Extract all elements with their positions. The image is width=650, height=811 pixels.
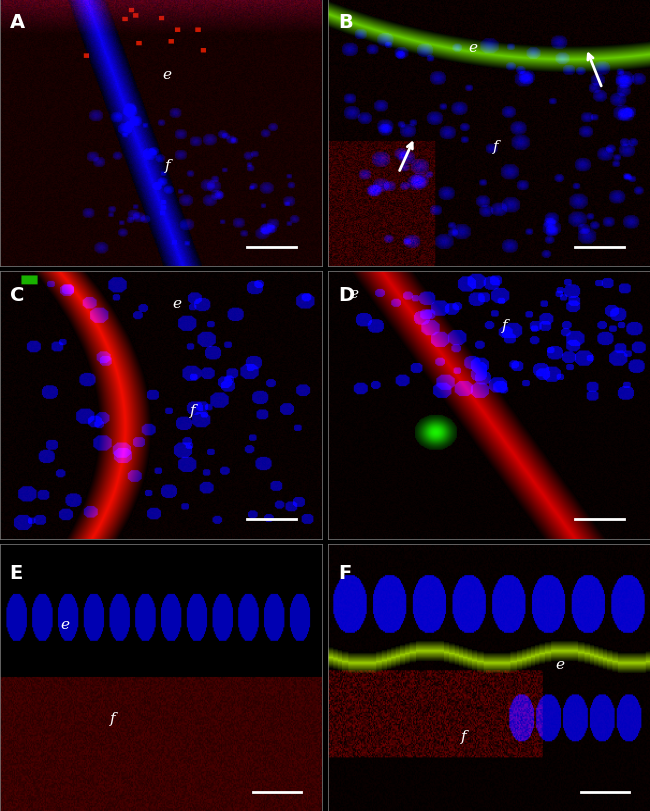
Text: B: B	[338, 13, 352, 32]
Text: E: E	[10, 563, 23, 581]
Text: f: f	[493, 139, 499, 154]
Text: f: f	[190, 404, 196, 418]
Text: f: f	[110, 710, 116, 724]
Text: F: F	[338, 563, 351, 581]
Text: e: e	[60, 617, 69, 631]
Text: e: e	[172, 297, 181, 311]
Text: e: e	[350, 286, 358, 300]
Text: e: e	[555, 657, 564, 672]
Text: A: A	[10, 13, 25, 32]
Text: e: e	[469, 41, 478, 55]
Text: D: D	[338, 285, 354, 304]
Text: f: f	[164, 158, 170, 173]
Text: f: f	[461, 729, 466, 744]
Text: C: C	[10, 285, 24, 304]
Text: e: e	[163, 67, 172, 82]
Text: f: f	[502, 319, 508, 333]
